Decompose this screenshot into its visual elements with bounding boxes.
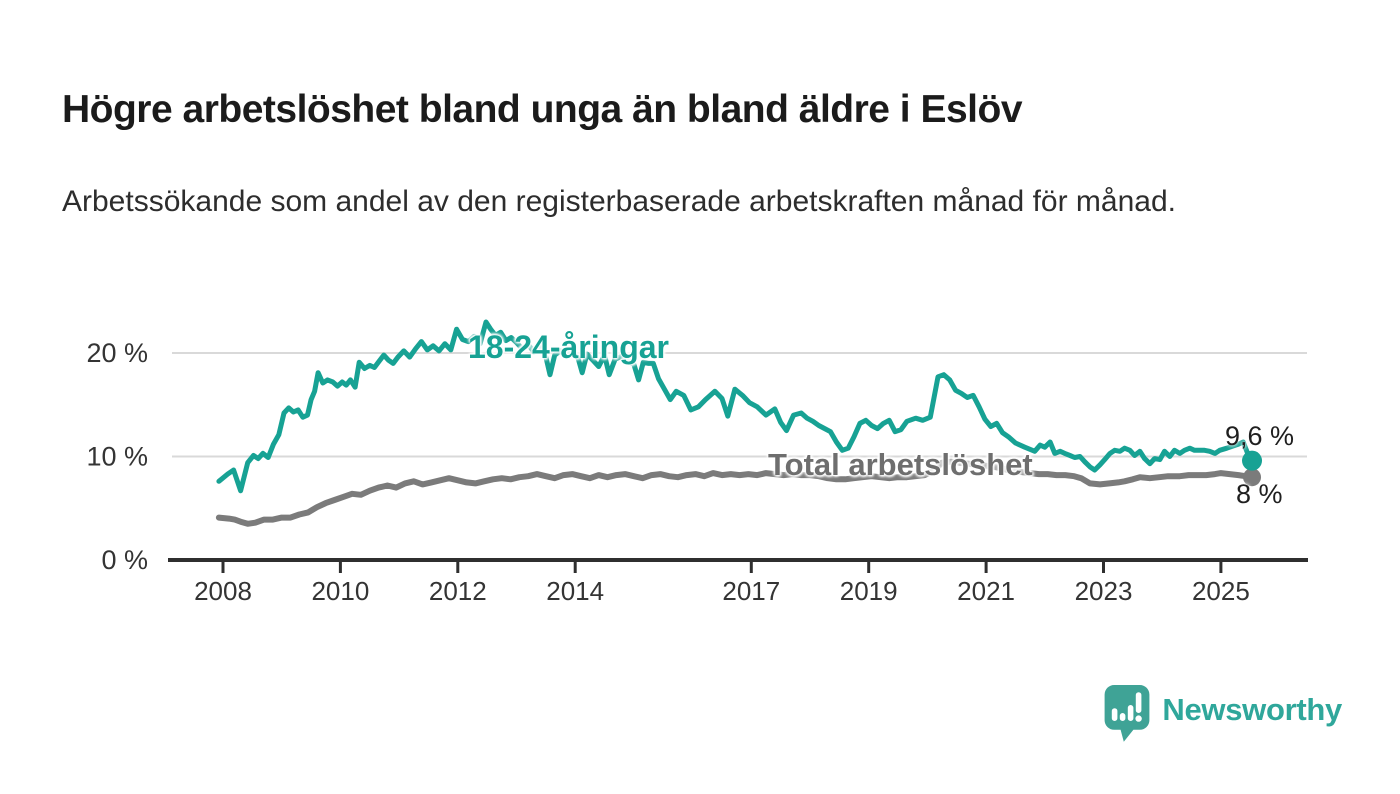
x-tick-label-2012: 2012 — [429, 576, 487, 606]
newsworthy-logo: Newsworthy — [1103, 682, 1342, 744]
series-end-dot-18-24 — [1242, 450, 1263, 471]
x-tick-label-2025: 2025 — [1192, 576, 1250, 606]
page-title: Högre arbetslöshet bland unga än bland ä… — [62, 88, 1023, 132]
x-tick-label-2014: 2014 — [546, 576, 604, 606]
newsworthy-speech-bubble-bar-chart-icon — [1104, 685, 1150, 742]
newsworthy-logo-text: Newsworthy — [1162, 692, 1342, 727]
series-label-18-24: 18-24-åringar — [468, 329, 669, 365]
x-tick-label-2023: 2023 — [1075, 576, 1133, 606]
x-tick-label-2021: 2021 — [957, 576, 1015, 606]
x-tick-label-2017: 2017 — [722, 576, 780, 606]
series-line-total — [215, 458, 1255, 527]
x-tick-label-2010: 2010 — [311, 576, 369, 606]
chart-subtitle: Arbetssökande som andel av den registerb… — [62, 185, 1176, 218]
y-tick-label-20: 20 % — [86, 338, 148, 368]
y-tick-label-10: 10 % — [86, 442, 148, 472]
x-tick-label-2019: 2019 — [840, 576, 898, 606]
series-label-total: Total arbetslöshet — [768, 447, 1033, 482]
y-tick-label-0: 0 % — [101, 545, 148, 575]
series-end-dot-total — [1243, 468, 1262, 487]
series-line-18-24 — [216, 319, 1255, 494]
end-value-label-18-24: 9,6 % — [1225, 421, 1295, 451]
end-value-label-total: 8 % — [1236, 479, 1283, 509]
x-tick-label-2008: 2008 — [194, 576, 252, 606]
